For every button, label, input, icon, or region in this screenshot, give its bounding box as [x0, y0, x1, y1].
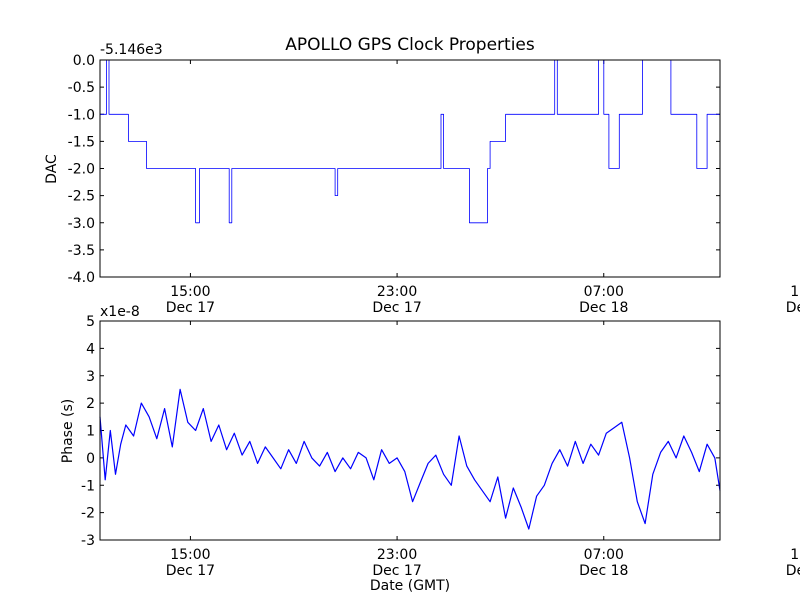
x-tick-time-label: 15:00	[170, 284, 210, 300]
y-tick-label: 2	[86, 396, 95, 412]
dac-y-axis-label: DAC	[44, 154, 60, 184]
y-tick-label: -4.0	[68, 270, 95, 286]
x-tick-time-label: 07:00	[584, 547, 624, 563]
y-tick-label: 5	[86, 314, 95, 330]
x-tick-date-label: Dec 18	[579, 300, 628, 316]
phase-y-ticks: 5 4 3 2 1 0 -1 -2 -3	[81, 314, 720, 549]
x-tick-date-label: Dec 17	[166, 563, 215, 579]
dac-plot-frame	[99, 59, 721, 278]
y-tick-label: -3.5	[68, 243, 95, 259]
chart-title: APOLLO GPS Clock Properties	[285, 35, 535, 55]
x-tick-date-label: Dec 18	[786, 300, 800, 316]
x-tick-date-label: Dec 17	[372, 300, 421, 316]
y-tick-label: 3	[86, 369, 95, 385]
phase-panel: x1e-8 Phase (s) Date (GMT) 543210-1-2-3 …	[60, 304, 800, 594]
x-tick-date-label: Dec 17	[166, 300, 215, 316]
y-tick-label: 4	[86, 341, 95, 357]
phase-x-axis-label: Date (GMT)	[370, 578, 450, 594]
y-tick-label: -1.5	[68, 134, 95, 150]
dac-y-ticks: 0.0 -0.5 -1.0 -1.5 -2.0 -2.5 -3.0 -3.5 -4.0	[68, 53, 720, 286]
x-tick-date-label: Dec 18	[786, 563, 800, 579]
x-tick-time-label: 15:00	[170, 547, 210, 563]
x-tick-time-label: 15:00	[790, 284, 800, 300]
y-tick-label: 0.0	[73, 53, 95, 69]
x-tick-time-label: 23:00	[377, 284, 417, 300]
phase-offset-label: x1e-8	[100, 304, 140, 320]
y-tick-label: -2.5	[68, 189, 95, 205]
y-tick-label: -0.5	[68, 80, 95, 96]
phase-y-axis-label: Phase (s)	[60, 399, 76, 463]
phase-series-line	[99, 388, 721, 530]
y-tick-label: -2.0	[68, 162, 95, 178]
x-tick-date-label: Dec 17	[372, 563, 421, 579]
y-tick-label: 1	[86, 424, 95, 440]
dac-panel: APOLLO GPS Clock Properties -5.146e3 DAC…	[44, 35, 800, 316]
y-tick-label: -3.0	[68, 216, 95, 232]
y-tick-label: 0	[86, 451, 95, 467]
y-tick-label: -1	[81, 478, 95, 494]
x-tick-time-label: 23:00	[377, 547, 417, 563]
phase-plot-frame	[99, 320, 721, 541]
dac-offset-label: -5.146e3	[100, 42, 163, 58]
x-tick-time-label: 15:00	[790, 547, 800, 563]
dac-series-line	[100, 59, 720, 224]
x-tick-time-label: 07:00	[584, 284, 624, 300]
x-tick-date-label: Dec 18	[579, 563, 628, 579]
y-tick-label: -3	[81, 533, 95, 549]
y-tick-label: -1.0	[68, 107, 95, 123]
y-tick-label: -2	[81, 506, 95, 522]
